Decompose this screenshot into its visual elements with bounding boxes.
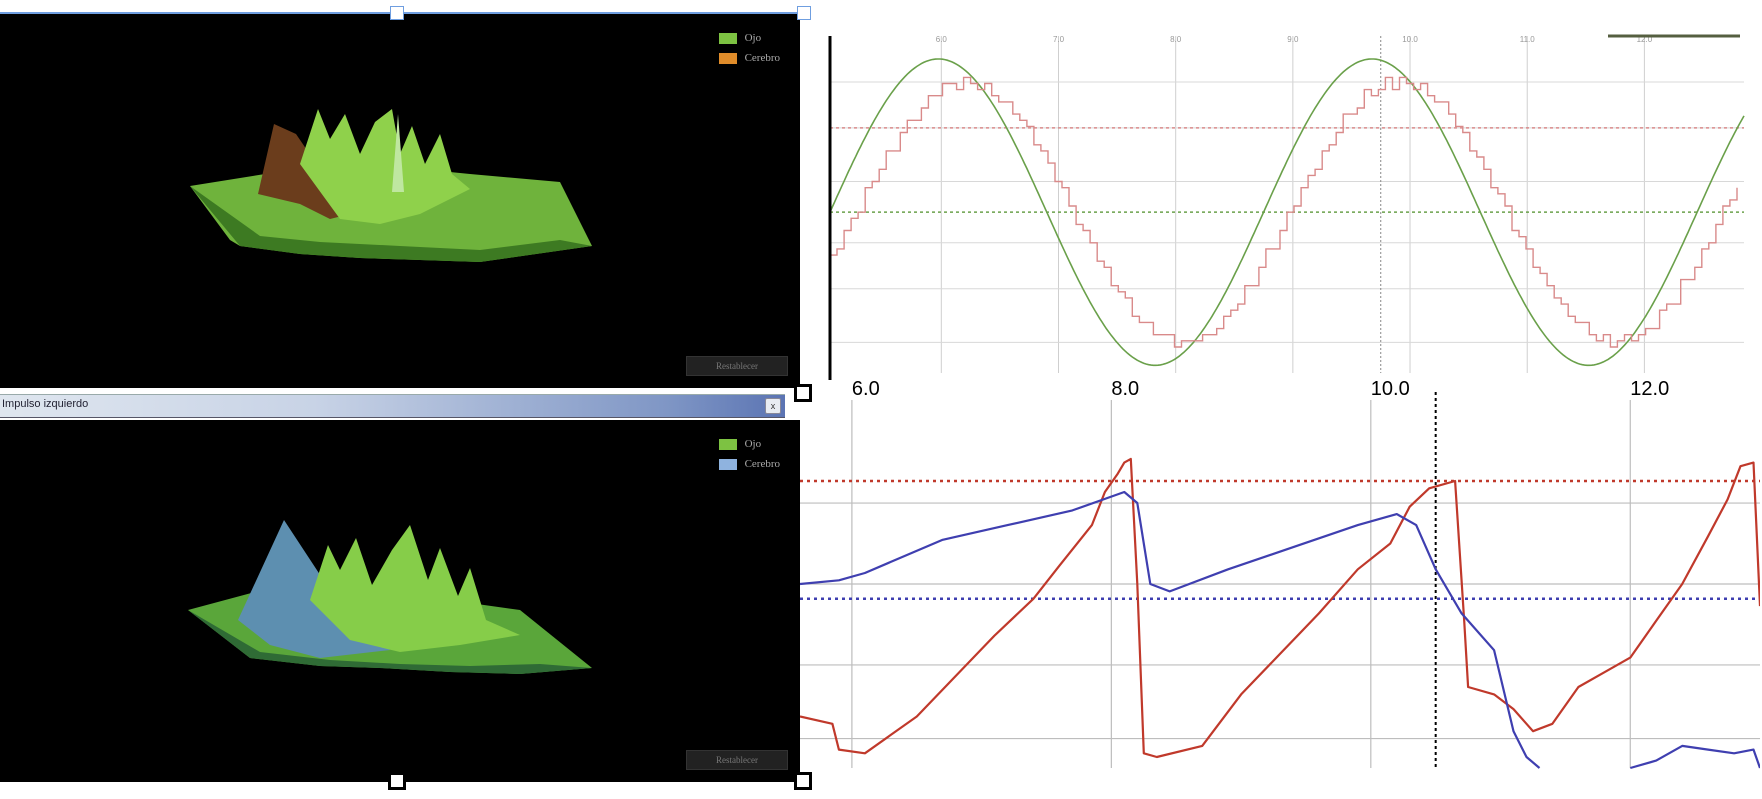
chart-bottom-grid (800, 392, 1760, 768)
chart-top-reference-lines (830, 127, 1744, 213)
resize-handle-bottom-center[interactable] (388, 772, 406, 790)
terrain-peaks-bottom (310, 525, 520, 652)
chart-bottom-tick-label: 8.0 (1111, 380, 1139, 400)
legend-item-brain-bottom: Cerebro (718, 454, 780, 474)
legend-label-brain-bottom: Cerebro (744, 458, 780, 470)
legend-item-eye-bottom: Ojo (718, 434, 780, 454)
reset-button-top[interactable]: Restablecer (686, 356, 788, 376)
terrain-plot-bottom[interactable] (0, 420, 800, 782)
viewer-bottom[interactable]: Ojo Cerebro Restablecer (0, 420, 800, 782)
chart-top-tick-label: 11.0 (1520, 35, 1536, 44)
resize-handle-middle-right[interactable] (794, 384, 812, 402)
terrain-peaks-top (300, 109, 470, 224)
chart-top-series (829, 58, 1745, 367)
reset-button-bottom[interactable]: Restablecer (686, 750, 788, 770)
terrain-plot-top[interactable] (0, 14, 800, 388)
chart-top-grid (830, 36, 1744, 373)
chart-top-tick-label: 6.0 (936, 35, 948, 44)
chart-bottom: 6.0 8.0 10.0 12.0 (800, 380, 1760, 770)
legend-swatch-eye (718, 32, 737, 44)
legend-label-brain: Cerebro (744, 52, 780, 64)
chart-bottom-series (800, 457, 1760, 770)
chart-bottom-reference-lines (800, 479, 1760, 600)
chart-top-tick-labels: 6.07.08.09.010.011.012.013.0 (936, 35, 1653, 44)
terrain-front-bottom (188, 610, 592, 674)
chart-bottom-series-1 (800, 490, 1541, 769)
resize-handle-top-center[interactable] (390, 6, 404, 20)
chart-top-tick-label: 7.0 (1053, 35, 1065, 44)
chart-bottom-series-2 (1629, 744, 1760, 770)
legend-swatch-brain (718, 52, 737, 64)
chart-top-tick-label: 9.0 (1287, 35, 1299, 44)
window-title: Impulso izquierdo (2, 398, 89, 410)
chart-bottom-tick-label: 12.0 (1630, 380, 1669, 400)
legend-swatch-brain-bottom (718, 458, 737, 470)
chart-bottom-series-0 (800, 457, 1760, 759)
window-title-bar[interactable]: Impulso izquierdo x (0, 394, 785, 418)
chart-bottom-tick-labels: 6.0 8.0 10.0 12.0 (852, 380, 1669, 400)
chart-top-tick-label: 8.0 (1170, 35, 1182, 44)
chart-top-tick-label: 10.0 (1402, 35, 1418, 44)
legend-item-eye: Ojo (718, 28, 780, 48)
chart-top: 6.07.08.09.010.011.012.013.0 (828, 34, 1745, 380)
legend-label-eye: Ojo (744, 32, 762, 44)
viewer-top[interactable]: Ojo Cerebro Restablecer (0, 14, 800, 388)
chart-top-series-response (830, 76, 1738, 348)
resize-handle-top-right[interactable] (797, 6, 811, 20)
legend-bottom: Ojo Cerebro (718, 434, 780, 474)
chart-bottom-tick-label: 10.0 (1371, 380, 1410, 400)
resize-handle-bottom-right[interactable] (794, 772, 812, 790)
legend-label-eye-bottom: Ojo (744, 438, 762, 450)
legend-item-brain: Cerebro (718, 48, 780, 68)
chart-bottom-tick-label: 6.0 (852, 380, 880, 400)
chart-top-tick-label: 12.0 (1637, 35, 1653, 44)
legend-swatch-eye-bottom (718, 438, 737, 450)
terrain-spike-top (392, 114, 404, 192)
close-icon[interactable]: x (765, 398, 781, 414)
terrain-front-top (190, 186, 592, 262)
legend-top: Ojo Cerebro (718, 28, 780, 68)
